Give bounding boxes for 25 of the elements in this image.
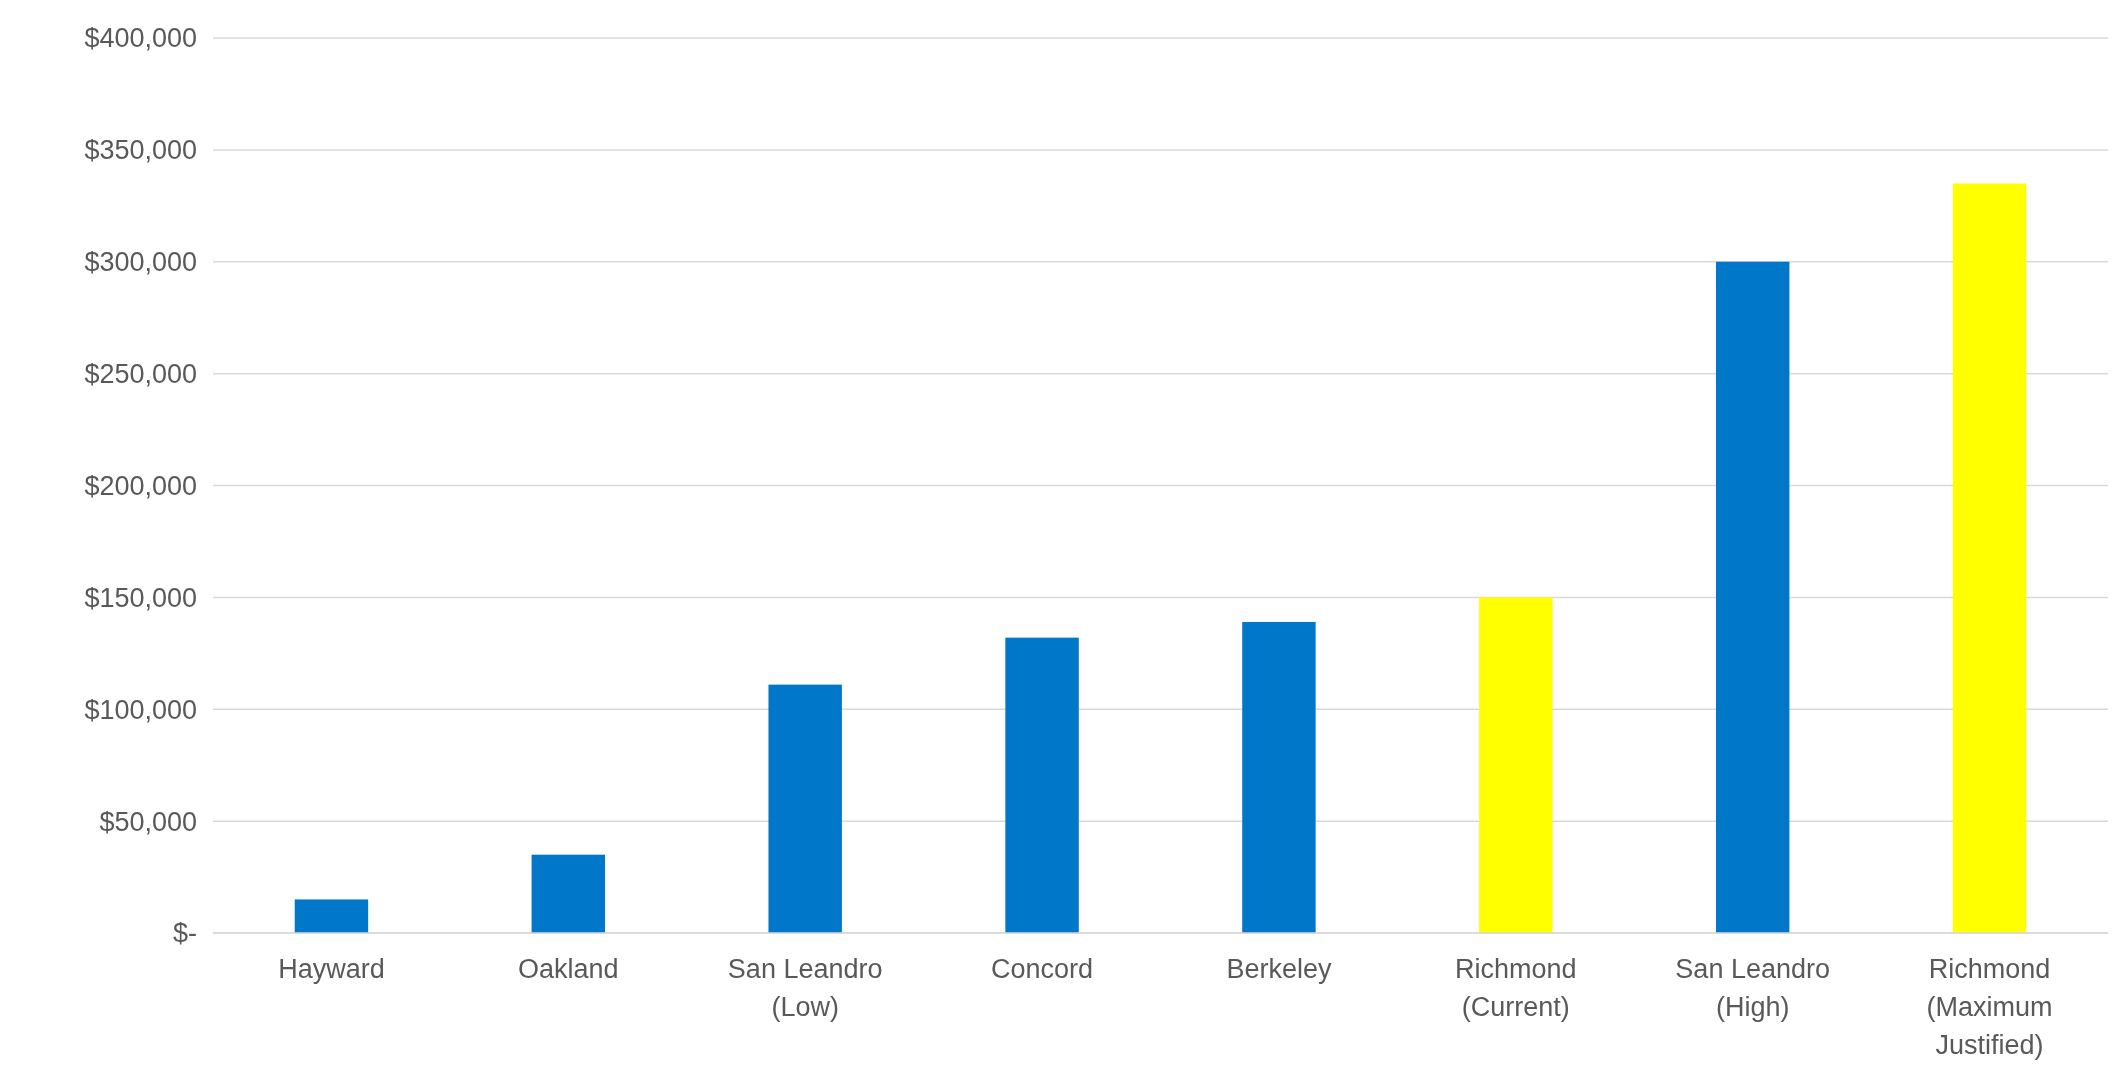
x-tick-label: San Leandro (High) bbox=[1675, 954, 1831, 1022]
bar bbox=[1715, 261, 1790, 933]
y-tick-label: $50,000 bbox=[99, 806, 197, 837]
x-tick-label: Richmond (Current) bbox=[1455, 954, 1577, 1022]
x-tick-label: Concord bbox=[991, 954, 1094, 984]
x-tick-label: Oakland bbox=[518, 954, 619, 984]
bar bbox=[531, 854, 606, 933]
bar bbox=[768, 684, 842, 933]
bar bbox=[1005, 637, 1079, 933]
bar bbox=[294, 899, 369, 933]
y-tick-label: $350,000 bbox=[84, 135, 197, 166]
y-tick-label: $250,000 bbox=[84, 359, 197, 390]
x-tick-label: Hayward bbox=[278, 954, 385, 984]
y-tick-label: $300,000 bbox=[84, 247, 197, 278]
y-tick-label: $- bbox=[172, 918, 197, 949]
bar bbox=[1479, 597, 1553, 933]
x-tick-label: Berkeley bbox=[1226, 954, 1332, 984]
bar bbox=[1242, 621, 1316, 933]
x-tick-label: San Leandro (Low) bbox=[727, 954, 883, 1022]
y-tick-label: $100,000 bbox=[84, 694, 197, 725]
x-tick-label: Richmond (Maximum Justified) bbox=[1926, 954, 2053, 1060]
y-tick-label: $150,000 bbox=[84, 582, 197, 613]
y-tick-label: $200,000 bbox=[84, 470, 197, 501]
y-tick-label: $400,000 bbox=[84, 23, 197, 54]
bar bbox=[1952, 183, 2027, 933]
